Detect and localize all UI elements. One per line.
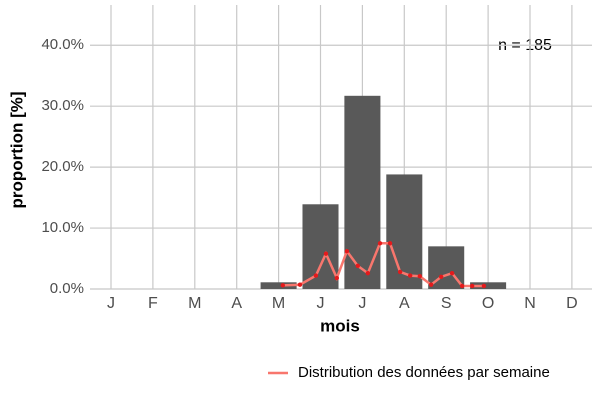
weekly-point bbox=[280, 283, 285, 288]
x-tick-label: J bbox=[358, 295, 366, 312]
weekly-point bbox=[438, 274, 444, 280]
bar bbox=[386, 174, 423, 289]
weekly-point bbox=[481, 283, 487, 289]
weekly-point bbox=[407, 273, 413, 278]
weekly-point bbox=[417, 274, 423, 279]
y-tick-label: 20.0% bbox=[41, 158, 84, 175]
x-tick-label: D bbox=[566, 295, 578, 312]
bar bbox=[260, 282, 297, 289]
weekly-point bbox=[355, 263, 360, 269]
y-tick-label: 30.0% bbox=[41, 97, 84, 114]
weekly-point bbox=[377, 241, 383, 246]
x-tick-label: M bbox=[188, 295, 201, 312]
x-tick-label: J bbox=[317, 295, 325, 312]
weekly-point bbox=[323, 251, 329, 256]
x-tick-label: N bbox=[524, 295, 536, 312]
x-tick-label: J bbox=[107, 295, 115, 312]
weekly-point bbox=[469, 283, 475, 289]
bar bbox=[470, 282, 507, 289]
x-tick-label: O bbox=[482, 295, 494, 312]
x-tick-label: M bbox=[272, 295, 285, 312]
x-tick-label: S bbox=[441, 295, 452, 312]
weekly-point bbox=[387, 241, 393, 246]
legend-label: Distribution des données par semaine bbox=[298, 364, 550, 381]
weekly-point bbox=[344, 249, 350, 254]
x-tick-label: A bbox=[399, 295, 410, 312]
y-axis-label: proportion [%] bbox=[7, 91, 26, 208]
weekly-point bbox=[459, 283, 465, 289]
weekly-point bbox=[297, 282, 303, 287]
weekly-point bbox=[365, 270, 371, 276]
weekly-point bbox=[449, 270, 455, 276]
bar bbox=[302, 204, 339, 289]
y-tick-label: 0.0% bbox=[50, 280, 84, 297]
y-tick-label: 10.0% bbox=[41, 219, 84, 236]
x-tick-label: F bbox=[148, 295, 158, 312]
x-axis-label: mois bbox=[320, 316, 360, 335]
weekly-point bbox=[334, 275, 340, 281]
bar bbox=[344, 95, 381, 289]
weekly-point bbox=[313, 273, 319, 278]
x-tick-label: A bbox=[231, 295, 242, 312]
y-tick-label: 40.0% bbox=[41, 36, 84, 53]
weekly-point bbox=[428, 282, 434, 287]
weekly-point bbox=[397, 269, 403, 275]
